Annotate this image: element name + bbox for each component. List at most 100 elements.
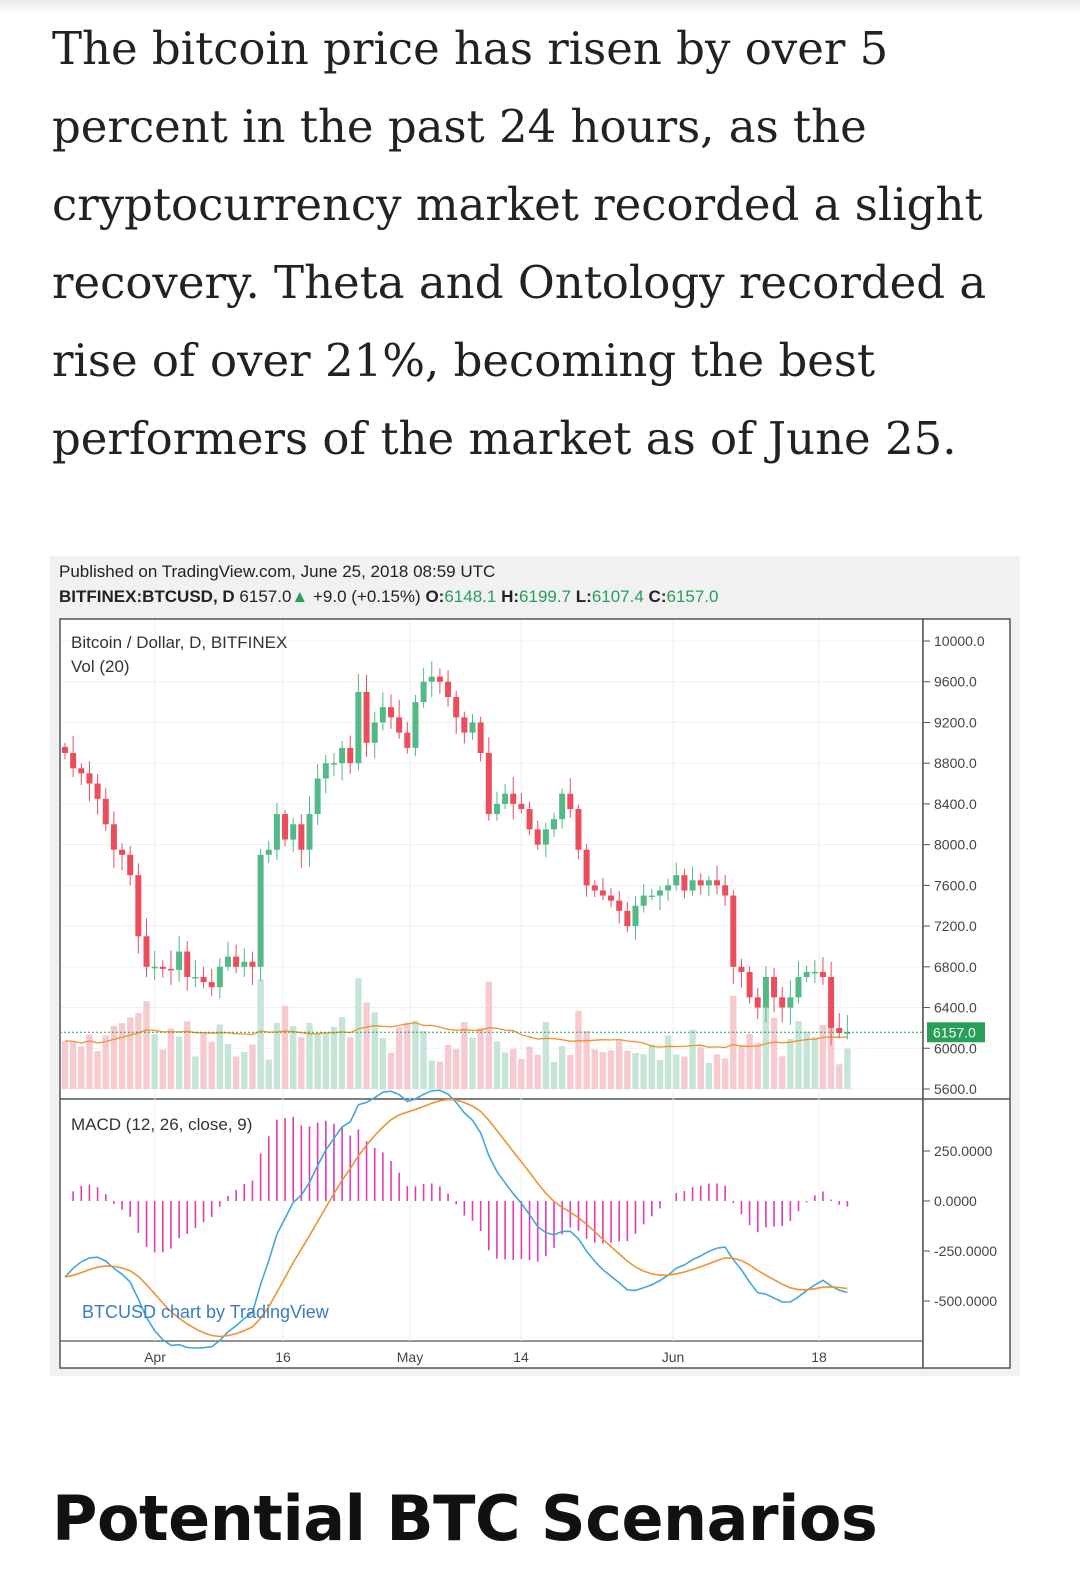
- candle-body: [62, 746, 68, 753]
- volume-bar: [127, 1017, 134, 1089]
- candle-body: [722, 885, 729, 896]
- volume-bar: [200, 1032, 207, 1089]
- volume-bar: [184, 1021, 191, 1089]
- ohlc-line: BITFINEX:BTCUSD, D 6157.0▲ +9.0 (+0.15%)…: [59, 587, 719, 607]
- chart-svg: 10000.0 9600.0 9200.0 8800.0 8400.0 8000.0 760…: [59, 618, 1011, 1369]
- volume-bar: [208, 1041, 215, 1089]
- volume-bar: [656, 1059, 664, 1089]
- price-tick-label: 8800.0: [934, 755, 977, 771]
- volume-bar: [379, 1038, 387, 1089]
- volume-bar: [526, 1046, 533, 1089]
- candle-body: [575, 809, 582, 850]
- candle-body: [167, 968, 174, 971]
- candle-body: [551, 819, 557, 830]
- volume-bar: [78, 1046, 85, 1089]
- high-label: H:: [501, 587, 520, 606]
- volume-bar: [444, 1044, 452, 1089]
- price-tick-label: 8000.0: [934, 837, 977, 853]
- candle-body: [445, 681, 452, 697]
- candle-body: [469, 722, 476, 733]
- volume-bar: [192, 1056, 199, 1089]
- candle-body: [339, 747, 346, 764]
- volume-bar: [469, 1037, 476, 1089]
- volume-bar: [428, 1060, 435, 1089]
- candle-body: [665, 885, 672, 891]
- price-tick-label: 7200.0: [934, 918, 977, 934]
- volume-bar: [485, 981, 492, 1089]
- high-value: 6199.7: [519, 587, 572, 606]
- volume-bar: [518, 1058, 525, 1089]
- volume-bar: [118, 1023, 126, 1089]
- candle-body: [836, 1027, 843, 1033]
- price-tick-label: 7600.0: [934, 877, 977, 893]
- volume-bar: [713, 1054, 721, 1089]
- volume-bar: [827, 1022, 835, 1089]
- candle-body: [127, 854, 134, 876]
- volume-bar: [477, 1027, 484, 1089]
- volume-bar: [216, 1024, 224, 1089]
- last-price-tag: [927, 1022, 985, 1043]
- candle-body: [771, 977, 778, 998]
- volume-bar: [624, 1050, 631, 1089]
- volume-bar: [69, 1041, 77, 1089]
- candle-body: [208, 982, 215, 988]
- price-tick-label: 9600.0: [934, 674, 977, 690]
- candle-body: [371, 722, 378, 743]
- candle-body: [453, 697, 460, 718]
- close-label: C:: [648, 587, 667, 606]
- candle-body: [78, 768, 85, 774]
- candle-body: [697, 880, 704, 886]
- candle-body: [819, 971, 826, 977]
- volume-bar: [322, 1032, 329, 1089]
- volume-bar: [803, 1031, 810, 1089]
- volume-bar: [86, 1034, 93, 1089]
- candle-body: [844, 1032, 851, 1034]
- time-tick-label: 14: [513, 1349, 529, 1365]
- volume-bar: [640, 1054, 647, 1089]
- published-line: Published on TradingView.com, June 25, 2…: [59, 562, 496, 581]
- candle-body: [94, 783, 101, 799]
- volume-bar: [616, 1039, 623, 1089]
- candle-body: [363, 691, 370, 743]
- price-tick-label: 6000.0: [934, 1040, 977, 1056]
- up-arrow-icon: ▲: [291, 587, 309, 606]
- candle-body: [559, 793, 566, 820]
- candle-body: [738, 966, 745, 972]
- time-tick-label: Apr: [144, 1349, 166, 1365]
- tradingview-chart-image: Published on TradingView.com, June 25, 2…: [50, 556, 1020, 1376]
- candle-body: [241, 961, 248, 967]
- volume-bar: [249, 1044, 256, 1089]
- macd-line: [64, 1089, 848, 1349]
- volume-bar: [404, 1022, 411, 1089]
- volume-bar: [420, 1031, 427, 1089]
- volume-bar: [567, 1055, 574, 1089]
- volume-bar: [298, 1037, 305, 1089]
- volume-bar: [730, 995, 737, 1089]
- macd-tick-label: -500.0000: [934, 1293, 997, 1309]
- candle-body: [673, 875, 680, 886]
- volume-bar: [347, 1037, 354, 1089]
- candle-body: [330, 763, 337, 765]
- candle-body: [828, 977, 835, 1028]
- candle-body: [379, 707, 386, 723]
- volume-bar: [159, 1049, 166, 1089]
- candle-body: [583, 849, 590, 886]
- candle-body: [225, 956, 231, 967]
- volume-bar: [461, 1021, 468, 1089]
- candle-body: [200, 977, 207, 983]
- candle-body: [762, 977, 769, 1008]
- candle-body: [754, 997, 761, 1008]
- volume-bar: [705, 1062, 713, 1089]
- candle-body: [282, 814, 289, 840]
- candle-body: [461, 717, 468, 733]
- candle-body: [705, 880, 712, 886]
- volume-bar: [265, 1059, 272, 1089]
- volume-bar: [395, 1027, 403, 1089]
- candle-body: [273, 814, 280, 850]
- volume-bar: [151, 1034, 158, 1089]
- macd-tick-label: 0.0000: [934, 1193, 977, 1209]
- candle-body: [746, 971, 753, 998]
- time-tick-label: 16: [275, 1349, 291, 1365]
- volume-bar: [257, 979, 264, 1089]
- candle-body: [184, 951, 191, 977]
